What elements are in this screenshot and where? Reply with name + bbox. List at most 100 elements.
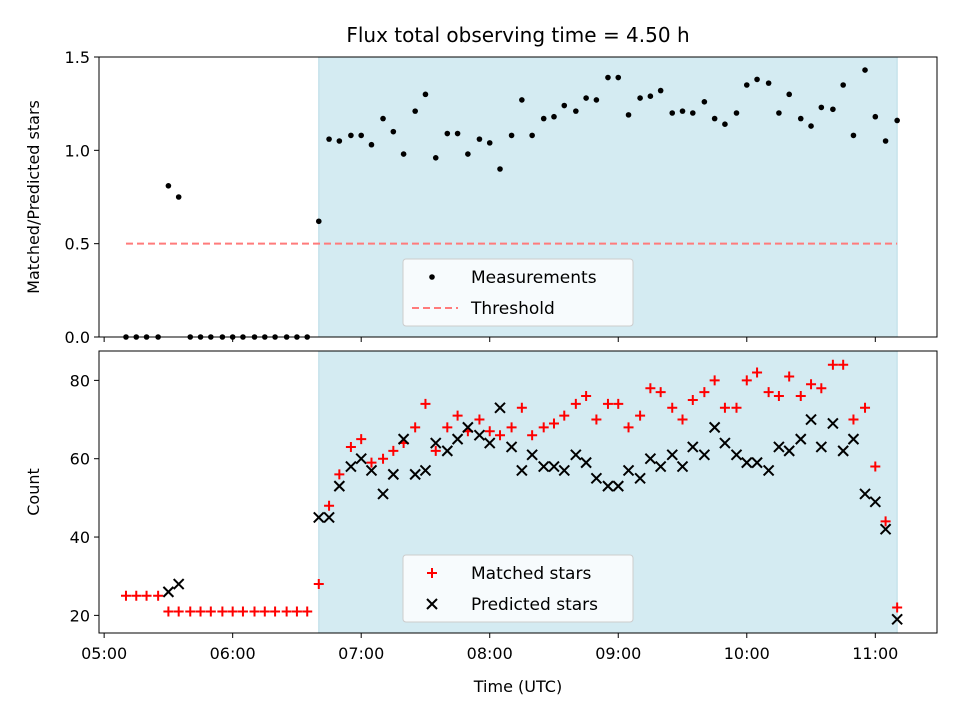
data-point [561, 102, 568, 109]
y-tick-label: 20 [70, 606, 90, 625]
data-point-matched [452, 410, 463, 421]
x-tick-label: 08:00 [467, 644, 513, 663]
data-point-matched [687, 394, 698, 405]
data-point-matched [153, 590, 164, 601]
data-point-matched [731, 402, 742, 413]
data-point-matched [527, 430, 538, 441]
data-point [840, 82, 846, 88]
data-point-predicted [751, 456, 763, 469]
data-point [743, 82, 750, 88]
data-point [711, 115, 718, 122]
x-tick-label: 06:00 [210, 644, 256, 663]
data-point [315, 218, 322, 225]
data-point [605, 74, 611, 81]
data-point-predicted [430, 437, 442, 449]
data-point-predicted [526, 449, 538, 461]
data-point [165, 183, 172, 189]
data-point-matched [677, 414, 688, 425]
data-point-predicted [676, 460, 689, 473]
data-point-matched [570, 398, 581, 409]
data-point [872, 113, 879, 120]
data-point-matched [538, 422, 549, 433]
data-point [380, 115, 386, 122]
legend-label: Measurements [471, 268, 597, 288]
data-point-matched [827, 359, 838, 370]
axes-frame [98, 56, 938, 338]
data-point-predicted [323, 511, 335, 524]
data-point-matched [699, 387, 710, 398]
data-point-predicted [859, 488, 871, 500]
data-point [551, 113, 557, 120]
data-point-matched [259, 606, 270, 617]
data-point [508, 132, 515, 139]
legend-label: Predicted stars [471, 595, 598, 615]
data-point [540, 115, 547, 122]
data-point [412, 108, 418, 114]
data-point-matched [773, 391, 784, 402]
data-point-matched [591, 414, 602, 425]
data-point-matched [655, 387, 666, 398]
data-point-matched [227, 606, 238, 617]
data-point-matched [870, 461, 881, 472]
data-point [326, 136, 332, 142]
data-point-matched [173, 606, 184, 617]
data-point-predicted [741, 456, 753, 469]
data-point-predicted [879, 523, 892, 535]
data-point [175, 194, 182, 200]
legend-marker-measurements [429, 274, 435, 280]
data-point-matched [249, 606, 260, 617]
data-point-matched [741, 375, 752, 386]
data-point-matched [816, 383, 827, 394]
data-point-predicted [837, 445, 849, 457]
data-point [701, 99, 708, 105]
data-point-predicted [827, 417, 839, 430]
data-point-matched [784, 371, 795, 382]
data-point-matched [559, 410, 570, 421]
data-point-predicted [537, 460, 550, 473]
data-point-predicted [580, 456, 592, 469]
data-point [444, 130, 451, 137]
data-point [358, 132, 364, 139]
data-point-matched [345, 441, 356, 452]
data-point-matched [281, 606, 292, 617]
data-point [476, 136, 483, 142]
data-point-matched [763, 387, 774, 398]
data-point-predicted [634, 472, 646, 484]
data-point-predicted [473, 429, 486, 441]
data-point [529, 132, 535, 139]
x-tick-label: 11:00 [852, 644, 898, 663]
data-point-matched [635, 410, 646, 421]
data-point-matched [752, 367, 763, 378]
x-tick-label: 09:00 [595, 644, 641, 663]
data-point-matched [302, 606, 313, 617]
data-point-predicted [172, 578, 185, 590]
data-point [573, 108, 579, 114]
y-tick-label: 0.5 [65, 235, 90, 254]
series-predicted-stars [162, 402, 903, 625]
series-measurements [123, 67, 900, 340]
data-point-predicted [397, 433, 410, 445]
data-point-matched [420, 398, 431, 409]
data-point [583, 95, 589, 101]
data-point-predicted [869, 496, 882, 508]
legend-label: Matched stars [471, 564, 591, 584]
data-point-predicted [783, 445, 795, 457]
data-point-matched [548, 418, 559, 429]
data-point-predicted [687, 441, 699, 453]
data-point-predicted [730, 449, 743, 461]
y-tick-label: 1.5 [65, 48, 90, 67]
x-tick-label: 10:00 [724, 644, 770, 663]
data-point-predicted [419, 464, 432, 477]
data-point-matched [430, 445, 441, 456]
data-point-matched [205, 606, 216, 617]
data-point-matched [667, 402, 678, 413]
data-point-matched [838, 359, 849, 370]
data-point [454, 130, 461, 137]
data-point-matched [860, 402, 871, 413]
data-point-matched [795, 391, 806, 402]
data-point-matched [506, 422, 517, 433]
data-point-matched [195, 606, 206, 617]
data-point-predicted [602, 480, 614, 492]
data-point-matched [623, 422, 634, 433]
